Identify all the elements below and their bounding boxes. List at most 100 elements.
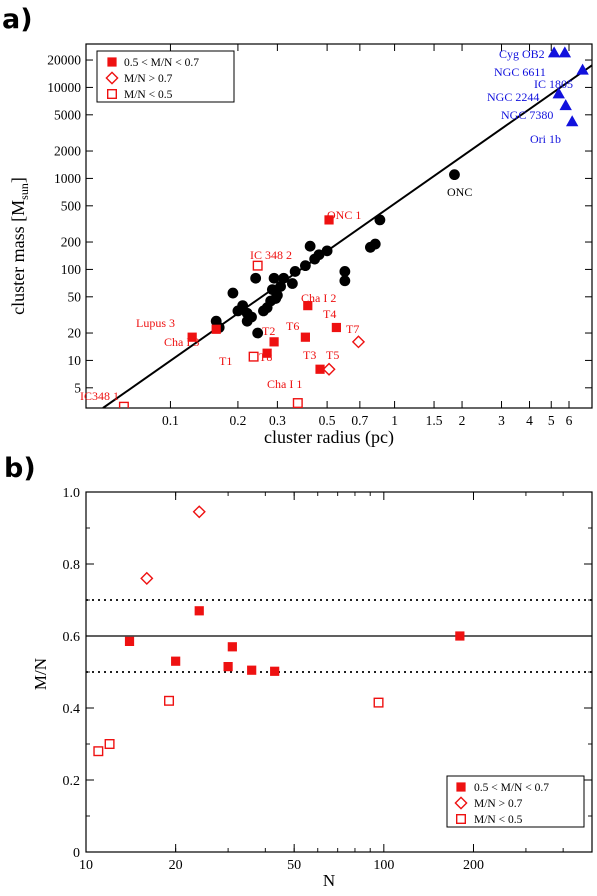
x-tick-label-b: 100	[373, 858, 394, 873]
y-tick-label-a: 5000	[54, 107, 81, 122]
x-tick-label-a: 0.1	[162, 413, 179, 428]
data-point-b-filled-square	[171, 656, 181, 666]
y-tick-label-b: 0	[73, 846, 80, 861]
annotation-a: NGC 6611	[494, 65, 546, 79]
y-tick-label-a: 10	[68, 353, 82, 368]
x-tick-label-a: 1.5	[426, 413, 443, 428]
data-point-a-open-diamond	[322, 362, 336, 376]
x-tick-label-b: 200	[463, 858, 484, 873]
x-tick-label-a: 6	[566, 413, 573, 428]
data-point-a-filled-circle	[286, 278, 298, 289]
legend-a: 0.5 < M/N < 0.7 M/N > 0.7 M/N < 0.5	[96, 50, 235, 103]
data-point-a-filled-circle	[313, 249, 325, 261]
x-tick-label-a: 0.5	[319, 413, 336, 428]
data-point-a-filled-triangle	[547, 46, 561, 58]
data-point-a-filled-circle	[299, 260, 311, 272]
data-point-a-filled-square	[315, 364, 325, 374]
x-tick-label-a: 0.3	[269, 413, 286, 428]
x-ticks-b: 10 20 50 100 200	[79, 492, 484, 873]
legend-b-marker	[456, 814, 467, 825]
annotation-a: Cha I 3	[164, 335, 199, 349]
data-point-a-filled-circle	[289, 266, 301, 277]
x-tick-label-a: 3	[498, 413, 505, 428]
data-point-a-filled-square	[303, 301, 313, 311]
data-point-b-filled-square	[194, 606, 204, 616]
data-point-a-filled-triangle	[552, 87, 565, 99]
data-point-a-filled-square	[269, 337, 279, 347]
data-point-a-filled-square	[324, 215, 334, 225]
legend-a-marker	[107, 57, 117, 67]
y-axis-label-a-end: ]	[8, 177, 28, 183]
data-point-a-filled-square	[211, 324, 221, 334]
y-tick-label-b: 0.4	[63, 702, 81, 717]
legend-a-marker	[105, 71, 119, 85]
data-point-b-open-square	[93, 746, 104, 757]
data-point-b-filled-square	[223, 662, 233, 672]
legend-b-marker	[456, 782, 466, 792]
x-axis-label-a: cluster radius (pc)	[264, 427, 394, 448]
y-tick-label-b: 0.2	[63, 774, 81, 789]
legend-b-label: M/N < 0.5	[474, 814, 523, 826]
y-tick-label-a: 2000	[54, 144, 81, 159]
data-point-b-open-square	[164, 695, 175, 706]
data-point-a-open-diamond	[351, 335, 366, 349]
legend-a-label: 0.5 < M/N < 0.7	[124, 57, 199, 69]
legend-a-box	[96, 50, 235, 103]
data-point-a-filled-square	[187, 332, 197, 342]
x-tick-label-a: 0.7	[351, 413, 368, 428]
data-point-a-filled-circle	[252, 327, 264, 339]
panel-b-label: b)	[4, 453, 36, 484]
data-point-a-filled-circle	[374, 214, 386, 226]
plot-frame-a	[85, 43, 593, 409]
x-tick-label-a: 0.2	[229, 413, 246, 428]
legend-b-label: 0.5 < M/N < 0.7	[474, 782, 549, 794]
annotation-a: T4	[323, 307, 336, 321]
annotation-a: IC 348 2	[250, 248, 292, 262]
y-tick-label-a: 10000	[47, 80, 81, 95]
x-tick-label-a: 5	[548, 413, 555, 428]
data-point-a-filled-circle	[227, 287, 239, 299]
annotation-a: T5	[326, 348, 339, 362]
data-point-a-open-square	[292, 398, 303, 408]
data-point-b-filled-square	[247, 665, 257, 675]
annotation-a: NGC 2244	[487, 90, 539, 104]
data-point-a-filled-square	[300, 332, 310, 342]
data-point-a-filled-circle	[278, 272, 290, 284]
data-point-a-open-square	[118, 401, 129, 408]
y-tick-label-b: 0.8	[63, 558, 81, 573]
y-axis-label-a: cluster mass [Msun]	[8, 177, 31, 315]
y-ticks-a: 5 10 20 50 100 200 500 1000 2000 5000 10000 20000	[47, 53, 592, 395]
annotation-a: T6	[286, 319, 299, 333]
y-tick-label-a: 200	[61, 235, 82, 250]
y-tick-label-a: 50	[68, 289, 82, 304]
annotation-a: NGC 7380	[501, 108, 553, 122]
data-point-a-filled-triangle	[565, 115, 579, 127]
chart-a: 0.1 0.2 0.3 0.5 0.7 1 1.5 2 3 4 5 65102050100200500…	[8, 43, 593, 448]
legend-a-marker	[106, 88, 117, 99]
annotation-a: IC 1805	[534, 77, 573, 91]
data-point-a-filled-circle	[246, 311, 257, 323]
panel-a-label: a)	[2, 4, 33, 35]
data-point-a-filled-circle	[339, 275, 351, 287]
data-point-a-filled-circle	[268, 272, 280, 284]
annotation-a: ONC	[447, 185, 472, 199]
annotation-a: T8	[259, 350, 272, 364]
annotations-a: ONC ONC 1 IC 348 2 Lupus 3 Cha I 3 Cha I 2 T1 T…	[80, 47, 573, 403]
data-point-b-open-square	[104, 739, 115, 750]
data-point-a-filled-circle	[250, 272, 262, 284]
x-tick-label-b: 10	[79, 858, 93, 873]
data-point-a-filled-circle	[275, 281, 286, 292]
data-point-a-filled-triangle	[559, 99, 572, 111]
y-axis-label-a-main: cluster mass [M	[8, 200, 28, 315]
annotation-a: Ori 1b	[530, 132, 561, 146]
data-point-b-filled-square	[270, 666, 280, 676]
y-tick-label-b: 0.6	[63, 630, 81, 645]
markers-a	[118, 46, 589, 408]
data-point-b-open-square	[373, 697, 384, 708]
legend-b-marker	[454, 796, 468, 810]
data-point-b-filled-square	[124, 636, 135, 646]
y-tick-label-a: 500	[61, 198, 82, 213]
data-point-a-filled-triangle	[558, 46, 572, 58]
legend-b-label: M/N > 0.7	[474, 798, 523, 810]
data-point-b-open-diamond	[192, 505, 206, 519]
